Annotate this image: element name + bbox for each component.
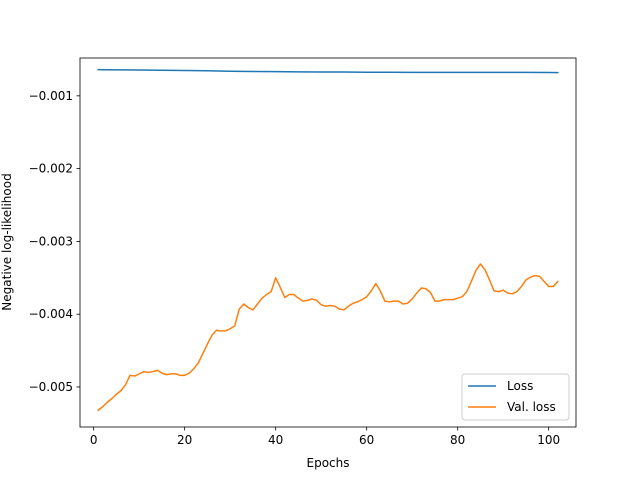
y-tick-label: −0.003 <box>29 234 73 248</box>
legend-label-1: Val. loss <box>507 400 556 414</box>
series-line-1 <box>97 263 559 412</box>
x-tick-label: 100 <box>537 433 560 447</box>
x-tick-label: 0 <box>90 433 98 447</box>
series-layer <box>97 68 559 412</box>
x-tick-label: 40 <box>268 433 283 447</box>
x-tick-label: 20 <box>177 433 192 447</box>
legend: Loss Val. loss <box>461 373 570 421</box>
axes-layer: 0 20 40 60 80 100 −0.005 −0.004 −0.003 −0.002 −0.0… <box>29 57 577 447</box>
y-tick-label: −0.001 <box>29 89 73 103</box>
x-axis-title: Epochs <box>307 456 350 470</box>
series-line-0 <box>97 68 559 74</box>
y-tick-label: −0.004 <box>29 307 73 321</box>
plot-frame <box>79 57 577 428</box>
legend-label-0: Loss <box>507 379 533 393</box>
y-tick-label: −0.005 <box>29 380 73 394</box>
y-axis-title: Negative log-likelihood <box>0 173 14 310</box>
x-tick-label: 60 <box>359 433 374 447</box>
y-tick-label: −0.002 <box>29 162 73 176</box>
x-tick-label: 80 <box>450 433 465 447</box>
